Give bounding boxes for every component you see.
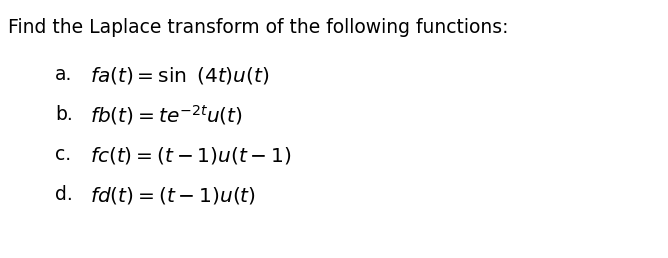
Text: $fd(t) = (t - 1)u(t)$: $fd(t) = (t - 1)u(t)$ (90, 184, 256, 206)
Text: c.: c. (55, 146, 71, 165)
Text: d.: d. (55, 186, 73, 205)
Text: a.: a. (55, 66, 72, 85)
Text: b.: b. (55, 106, 73, 125)
Text: Find the Laplace transform of the following functions:: Find the Laplace transform of the follow… (8, 18, 508, 37)
Text: $fb(t) = te^{-2t}u(t)$: $fb(t) = te^{-2t}u(t)$ (90, 103, 243, 127)
Text: $fc(t) = (t - 1)u(t - 1)$: $fc(t) = (t - 1)u(t - 1)$ (90, 144, 292, 165)
Text: $fa(t) = \sin\ (4t)u(t)$: $fa(t) = \sin\ (4t)u(t)$ (90, 64, 269, 85)
